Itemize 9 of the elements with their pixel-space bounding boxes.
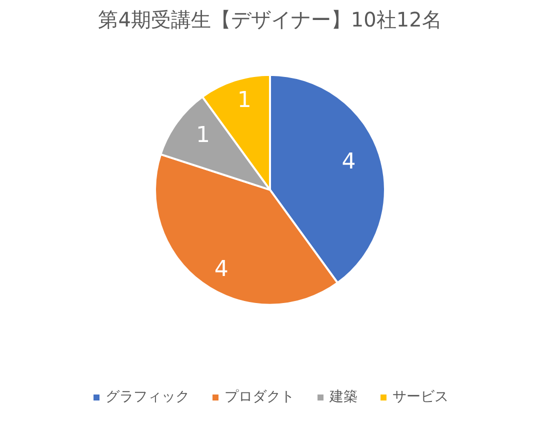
legend-label: 建築	[330, 388, 358, 406]
chart-title: 第4期受講生【デザイナー】10社12名	[98, 8, 442, 32]
data-label: 4	[214, 257, 228, 282]
data-label: 1	[237, 88, 252, 114]
legend-label: プロダクト	[224, 388, 294, 406]
legend-label: グラフィック	[106, 388, 190, 406]
data-label: 4	[342, 150, 356, 175]
legend-label: サービス	[392, 388, 448, 406]
data-label: 1	[196, 122, 210, 148]
